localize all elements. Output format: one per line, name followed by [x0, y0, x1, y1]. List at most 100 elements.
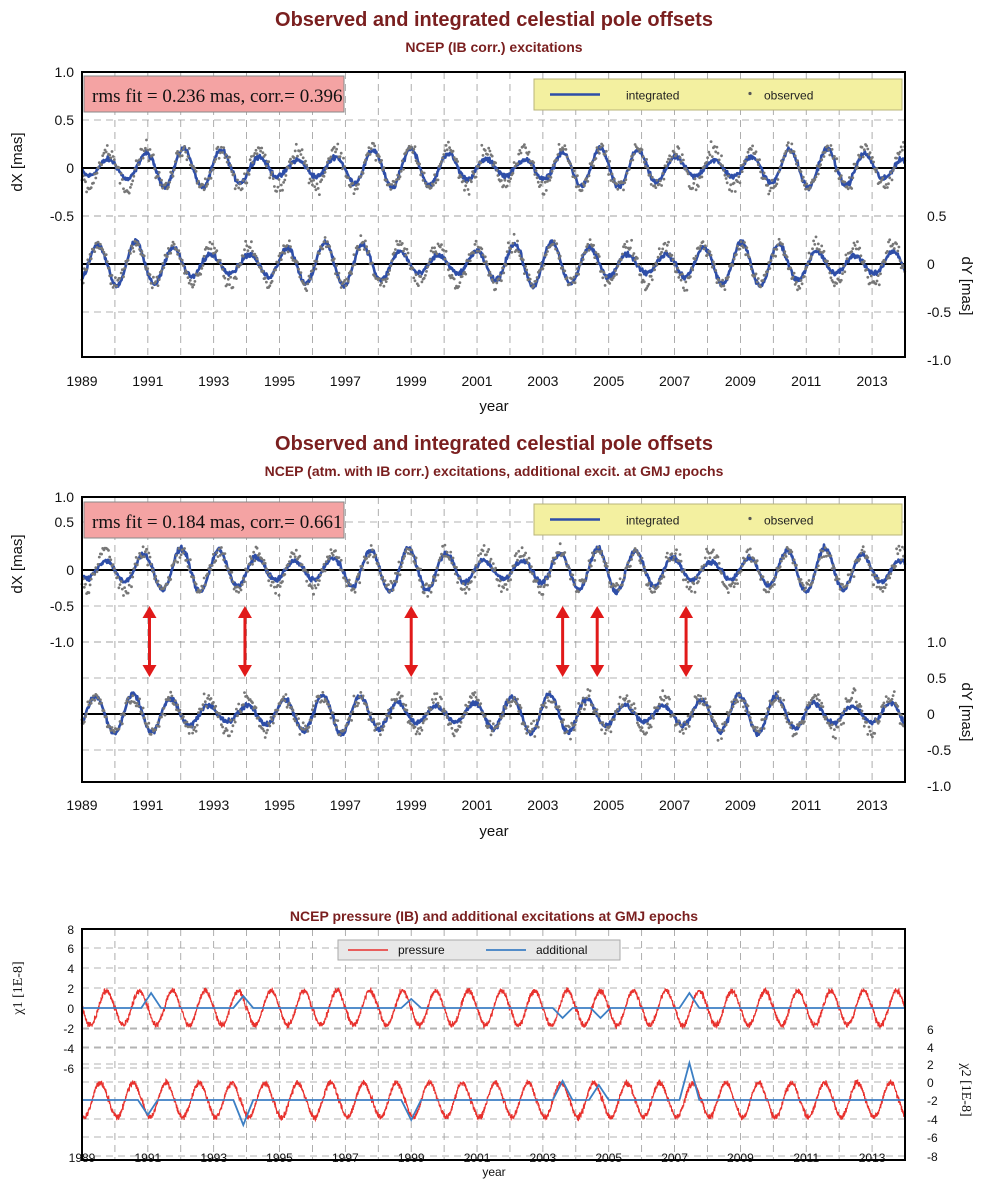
observed-point	[405, 547, 409, 551]
observed-point	[144, 265, 147, 269]
observed-point	[231, 286, 235, 289]
observed-point	[303, 283, 306, 286]
observed-point	[442, 153, 446, 156]
observed-point	[237, 702, 241, 706]
observed-point	[162, 707, 166, 710]
observed-point	[816, 242, 820, 246]
observed-point	[641, 155, 645, 159]
observed-point	[629, 159, 632, 163]
observed-point	[783, 713, 787, 717]
observed-point	[241, 254, 245, 258]
observed-point	[354, 700, 358, 704]
observed-point	[768, 267, 772, 270]
observed-point	[250, 240, 253, 244]
observed-point	[359, 234, 363, 238]
observed-point	[609, 730, 613, 734]
observed-point	[748, 716, 752, 719]
observed-point	[239, 263, 243, 266]
observed-point	[258, 552, 261, 556]
observed-point	[140, 250, 144, 253]
observed-point	[880, 178, 883, 182]
observed-point	[584, 579, 587, 583]
observed-point	[829, 144, 833, 147]
observed-point	[535, 579, 539, 583]
legend-label-observed: observed	[764, 514, 813, 528]
observed-point	[288, 160, 291, 164]
observed-point	[465, 181, 469, 184]
observed-point	[217, 547, 221, 551]
observed-point	[612, 274, 616, 278]
observed-point	[774, 254, 777, 258]
observed-point	[102, 151, 106, 155]
observed-point	[888, 576, 892, 580]
observed-point	[638, 559, 642, 562]
observed-point	[647, 726, 651, 730]
observed-point	[478, 250, 481, 253]
observed-point	[132, 174, 136, 178]
observed-point	[329, 716, 333, 720]
observed-point	[278, 189, 282, 193]
observed-point	[796, 568, 799, 572]
observed-point	[441, 710, 444, 713]
observed-point	[707, 551, 711, 555]
observed-point	[146, 267, 150, 270]
observed-point	[153, 577, 157, 581]
observed-point	[479, 161, 483, 165]
observed-point	[766, 270, 769, 273]
observed-point	[709, 140, 713, 144]
observed-point	[744, 557, 748, 561]
observed-point	[853, 244, 857, 247]
observed-point	[755, 559, 759, 563]
observed-point	[464, 703, 468, 707]
observed-point	[845, 257, 849, 261]
observed-point	[890, 178, 894, 182]
observed-point	[387, 272, 390, 276]
observed-point	[736, 700, 739, 704]
observed-point	[220, 723, 223, 727]
observed-point	[177, 249, 181, 253]
observed-point	[483, 714, 487, 718]
observed-point	[765, 712, 768, 716]
observed-point	[569, 577, 572, 581]
observed-point	[723, 721, 727, 724]
observed-point	[829, 726, 833, 730]
observed-point	[491, 562, 495, 565]
observed-point	[118, 583, 122, 586]
observed-point	[693, 257, 697, 261]
observed-point	[670, 155, 674, 159]
observed-point	[678, 553, 682, 556]
observed-point	[700, 565, 704, 569]
observed-point	[811, 247, 814, 251]
observed-point	[829, 276, 833, 280]
observed-point	[235, 277, 238, 280]
observed-point	[403, 708, 406, 711]
observed-point	[490, 566, 494, 570]
observed-point	[736, 582, 739, 585]
observed-point	[781, 242, 784, 246]
observed-point	[404, 253, 408, 257]
x-tick: 1999	[396, 797, 427, 813]
observed-point	[685, 585, 689, 589]
observed-point	[462, 582, 465, 586]
observed-point	[477, 165, 480, 168]
gmj-arrowhead-down	[404, 665, 419, 677]
observed-point	[631, 254, 635, 257]
observed-point	[372, 142, 375, 145]
observed-point	[677, 147, 681, 150]
observed-point	[667, 557, 670, 560]
observed-point	[206, 696, 210, 700]
observed-point	[449, 550, 453, 554]
observed-point	[100, 701, 103, 705]
observed-point	[850, 696, 854, 700]
observed-point	[167, 576, 170, 579]
observed-point	[91, 697, 94, 701]
observed-point	[465, 711, 469, 715]
observed-point	[895, 242, 898, 246]
observed-point	[565, 155, 569, 159]
observed-point	[120, 178, 124, 181]
observed-point	[793, 154, 797, 158]
observed-point	[618, 695, 622, 699]
observed-point	[611, 180, 615, 184]
observed-point	[276, 583, 280, 587]
observed-point	[168, 698, 172, 702]
